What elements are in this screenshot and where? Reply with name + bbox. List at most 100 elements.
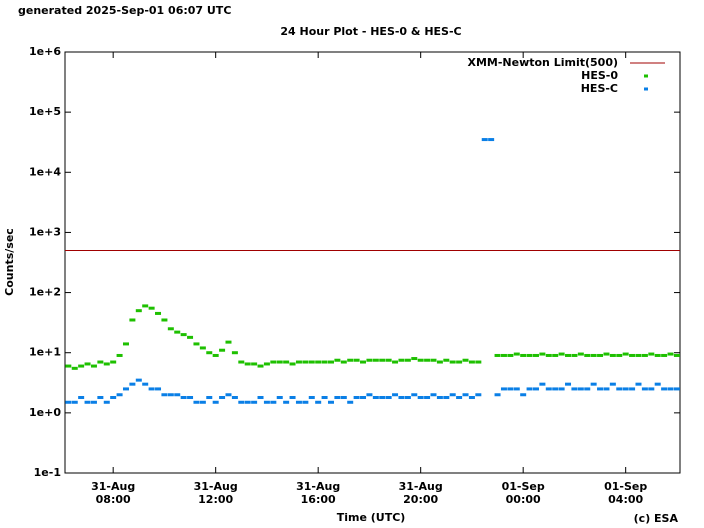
data-point	[116, 353, 123, 357]
data-point	[545, 387, 552, 391]
data-point	[122, 342, 129, 346]
data-point	[340, 396, 347, 400]
y-tick-label: 1e+6	[29, 45, 61, 58]
data-point	[392, 360, 399, 364]
data-point	[360, 360, 367, 364]
data-point	[321, 396, 328, 400]
data-point	[520, 393, 527, 397]
data-point	[270, 360, 277, 364]
data-point	[661, 353, 668, 357]
data-point	[327, 400, 334, 404]
legend-swatch	[644, 87, 648, 91]
data-point	[404, 358, 411, 362]
data-point	[174, 393, 181, 397]
data-point	[276, 396, 283, 400]
data-point	[494, 353, 501, 357]
data-point	[565, 382, 572, 386]
data-point	[641, 353, 648, 357]
data-point	[513, 387, 520, 391]
data-point	[667, 387, 674, 391]
data-point	[462, 358, 469, 362]
data-point	[308, 360, 315, 364]
data-point	[321, 360, 328, 364]
data-point	[148, 306, 155, 310]
x-tick-label: 01-Sep 00:00	[502, 480, 545, 506]
data-point	[443, 358, 450, 362]
data-point	[673, 353, 680, 357]
data-point	[500, 387, 507, 391]
legend-swatch	[644, 74, 648, 78]
data-point	[456, 360, 463, 364]
data-point	[385, 358, 392, 362]
data-point	[488, 138, 495, 142]
data-point	[193, 400, 200, 404]
data-point	[661, 387, 668, 391]
data-point	[385, 396, 392, 400]
data-point	[206, 396, 213, 400]
data-point	[135, 309, 142, 313]
data-point	[616, 353, 623, 357]
data-point	[276, 360, 283, 364]
data-point	[468, 360, 475, 364]
data-point	[411, 357, 418, 361]
data-point	[539, 352, 546, 356]
data-point	[430, 393, 437, 397]
data-point	[289, 396, 296, 400]
data-point	[251, 362, 258, 366]
data-point	[155, 311, 162, 315]
data-point	[142, 304, 149, 308]
data-point	[629, 353, 636, 357]
data-point	[456, 396, 463, 400]
data-point	[283, 360, 290, 364]
data-point	[436, 396, 443, 400]
data-point	[187, 335, 194, 339]
data-point	[142, 382, 149, 386]
data-point	[532, 387, 539, 391]
data-point	[417, 358, 424, 362]
data-point	[526, 353, 533, 357]
data-point	[532, 353, 539, 357]
data-point	[231, 396, 238, 400]
data-point	[366, 358, 373, 362]
x-axis-label: Time (UTC)	[337, 511, 406, 524]
data-point	[257, 364, 264, 368]
data-point	[609, 353, 616, 357]
data-point	[78, 364, 85, 368]
data-point	[360, 396, 367, 400]
data-point	[315, 400, 322, 404]
data-point	[327, 360, 334, 364]
generated-timestamp: generated 2025-Sep-01 06:07 UTC	[18, 4, 231, 17]
data-point	[590, 353, 597, 357]
x-tick-label: 01-Sep 04:00	[604, 480, 647, 506]
y-tick-label: 1e+3	[29, 225, 61, 238]
data-point	[116, 393, 123, 397]
y-tick-label: 1e+5	[29, 105, 61, 118]
data-point	[526, 387, 533, 391]
data-point	[155, 387, 162, 391]
legend-label: HES-C	[581, 82, 618, 95]
data-point	[206, 351, 213, 355]
data-point	[187, 396, 194, 400]
data-point	[468, 396, 475, 400]
data-point	[552, 353, 559, 357]
data-point	[449, 393, 456, 397]
data-point	[507, 387, 514, 391]
data-point	[78, 396, 85, 400]
data-point	[308, 396, 315, 400]
data-point	[372, 396, 379, 400]
data-point	[500, 353, 507, 357]
data-point	[507, 353, 514, 357]
data-point	[622, 352, 629, 356]
data-point	[475, 360, 482, 364]
data-point	[411, 393, 418, 397]
data-point	[295, 360, 302, 364]
y-tick-label: 1e+0	[29, 406, 61, 419]
y-axis-label: Counts/sec	[3, 228, 16, 296]
data-point	[545, 353, 552, 357]
data-point	[392, 393, 399, 397]
data-point	[379, 396, 386, 400]
data-point	[584, 387, 591, 391]
data-point	[84, 400, 91, 404]
data-point	[558, 352, 565, 356]
data-point	[366, 393, 373, 397]
